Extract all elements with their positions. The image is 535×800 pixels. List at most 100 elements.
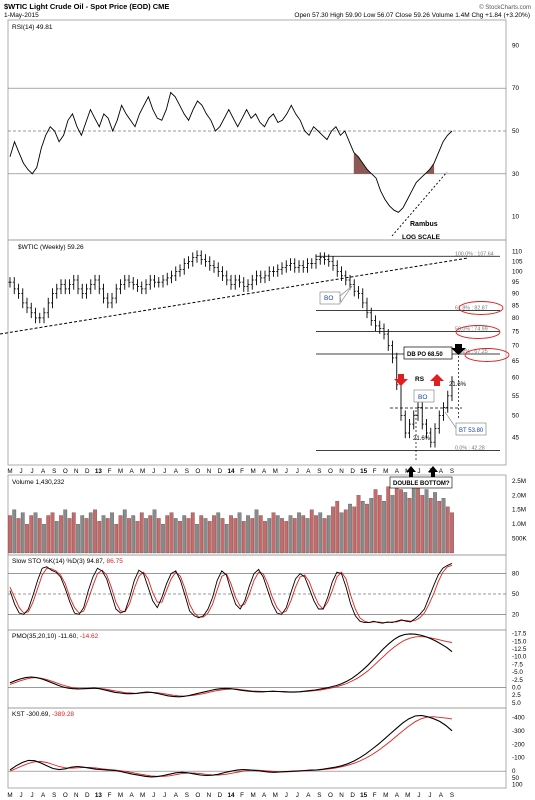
fib-ellipse-618 xyxy=(458,301,504,315)
month-axis-top-label-34: M xyxy=(383,468,388,475)
kst-panel-frame xyxy=(7,707,507,789)
volume-bar-58 xyxy=(254,509,259,554)
month-axis-top-label-20: 14 xyxy=(227,468,235,475)
month-axis-bottom-label-15: A xyxy=(174,792,179,799)
month-axis-bottom-label-32: 15 xyxy=(360,792,368,799)
volume-bar-81 xyxy=(352,506,357,554)
rsi-label: RSI(14) 49.81 xyxy=(12,24,53,31)
volume-bar-10 xyxy=(50,512,55,554)
price-tick-5: 85 xyxy=(512,302,520,309)
month-axis-bottom-label-17: O xyxy=(195,792,200,799)
kst-tick-5: -300 xyxy=(512,728,525,735)
month-axis-top-label-10: M xyxy=(118,468,123,475)
bo-lower-box xyxy=(413,389,435,403)
volume-bar-90 xyxy=(390,495,395,554)
volume-bar-94 xyxy=(407,498,412,554)
rsi-tick-2: 50 xyxy=(512,128,520,135)
volume-bar-31 xyxy=(139,512,144,554)
month-axis-bottom-label-2: J xyxy=(31,792,34,799)
pmo-tick-0: 5.0 xyxy=(512,700,521,707)
volume-bar-32 xyxy=(144,518,148,554)
kst-label: KST -300.69, -389.28 xyxy=(12,711,74,718)
volume-bar-72 xyxy=(314,515,318,554)
pct-left-label: 21.6% xyxy=(413,436,431,442)
month-axis-top-label-19: D xyxy=(218,468,223,475)
volume-bar-26 xyxy=(118,515,123,554)
volume-bar-44 xyxy=(195,524,199,554)
month-axis-bottom-label-26: J xyxy=(296,792,299,799)
bottom-arrow-2 xyxy=(428,466,438,479)
price-tick-12: 50 xyxy=(512,413,520,420)
rs-label: RS xyxy=(415,376,425,383)
pmo-panel-frame xyxy=(7,629,507,709)
month-axis-bottom-label-3: A xyxy=(41,792,46,799)
month-axis-bottom-label-22: M xyxy=(250,792,255,799)
pmo-tick-9: -17.5 xyxy=(512,631,527,638)
volume-bar-36 xyxy=(161,524,165,554)
fib-label-2: 50.0% : 74.99 xyxy=(455,326,488,332)
pmo-tick-4: -5.0 xyxy=(512,669,523,676)
month-axis-top-label-18: N xyxy=(207,468,212,475)
rsi-panel-frame xyxy=(7,19,507,241)
month-axis-bottom-label-6: N xyxy=(74,792,79,799)
volume-bar-5 xyxy=(29,515,34,554)
month-axis-bottom-label-40: S xyxy=(450,792,454,799)
month-axis-top-label-5: O xyxy=(63,468,68,475)
pmo-label: PMO(35,20,10) -11.60, -14.62 xyxy=(12,633,99,640)
quote-line: Open 57.30 High 59.90 Low 56.07 Close 59… xyxy=(294,12,530,19)
volume-bar-41 xyxy=(182,515,187,554)
sto-tick-0: 80 xyxy=(512,571,520,578)
chart-date: 1-May-2015 xyxy=(4,12,39,19)
volume-bar-24 xyxy=(110,512,114,554)
month-axis-top-label-22: M xyxy=(250,468,255,475)
pmo-tick-1: 2.5 xyxy=(512,692,521,699)
rsi-cup-fill xyxy=(353,152,435,174)
volume-bar-76 xyxy=(331,506,335,554)
volume-bar-23 xyxy=(105,518,110,554)
month-axis-top-label-2: J xyxy=(31,468,34,475)
rsi-tick-3: 30 xyxy=(512,171,520,178)
month-axis-top-label-29: O xyxy=(328,468,333,475)
month-axis-bottom-label-0: M xyxy=(7,792,12,799)
db-po-label: DB PO 68.50 xyxy=(407,352,443,358)
bo-upper-box xyxy=(319,291,341,305)
volume-bar-104 xyxy=(450,512,454,554)
price-label: $WTIC (Weekly) 59.26 xyxy=(18,244,84,251)
volume-bar-45 xyxy=(199,515,204,554)
volume-bar-101 xyxy=(437,500,442,554)
sto-d-line xyxy=(9,564,453,624)
volume-bar-35 xyxy=(156,518,161,554)
month-axis-top-label-27: A xyxy=(306,468,311,475)
rsi-tick-1: 70 xyxy=(512,85,520,92)
month-axis-bottom-label-12: M xyxy=(140,792,145,799)
double-bottom-box xyxy=(389,476,453,489)
volume-bar-83 xyxy=(360,500,365,554)
volume-bar-2 xyxy=(16,518,21,554)
month-axis-bottom-label-13: J xyxy=(152,792,155,799)
month-axis-top-label-21: F xyxy=(240,468,244,475)
volume-bar-52 xyxy=(229,515,233,554)
volume-tick-1: 2.0M xyxy=(512,492,526,499)
fib-label-4: 0.0% : 42.28 xyxy=(455,446,485,452)
volume-bar-6 xyxy=(33,512,38,554)
volume-bar-68 xyxy=(297,512,301,554)
volume-bar-13 xyxy=(63,509,68,554)
bo-lower-label: BO xyxy=(418,394,427,401)
db-po-box xyxy=(403,346,453,360)
rsi-line xyxy=(9,91,453,213)
symbol-title: $WTIC Light Crude Oil - Spot Price (EOD)… xyxy=(4,2,169,11)
month-axis-top-label-11: A xyxy=(129,468,134,475)
price-tick-7: 75 xyxy=(512,328,520,335)
volume-bar-63 xyxy=(275,515,280,554)
sto-tick-1: 50 xyxy=(512,591,520,598)
bo-upper-label: BO xyxy=(324,295,333,302)
watermark: © StockCharts.com xyxy=(479,4,531,11)
month-axis-bottom-label-11: A xyxy=(129,792,134,799)
volume-bar-42 xyxy=(186,518,191,554)
month-axis-bottom-label-31: D xyxy=(350,792,355,799)
pmo-line xyxy=(9,633,453,698)
kst-tick-6: -400 xyxy=(512,714,525,721)
volume-bar-47 xyxy=(207,521,212,554)
month-axis-top-label-6: N xyxy=(74,468,79,475)
volume-bar-60 xyxy=(263,521,267,554)
